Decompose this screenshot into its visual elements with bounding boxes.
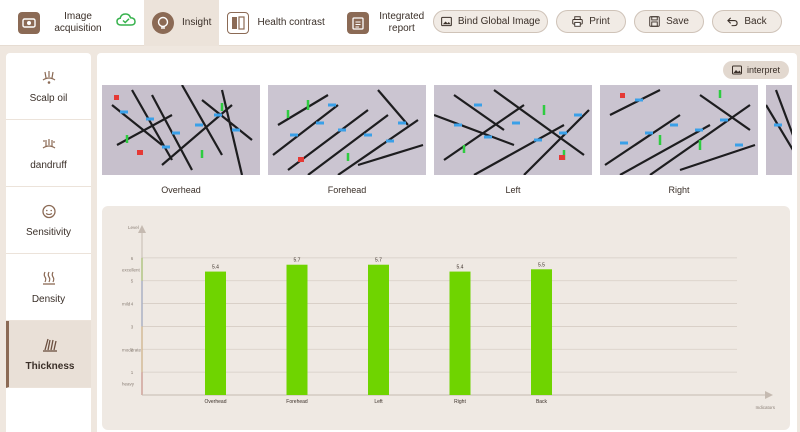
x-axis-title: Indicators xyxy=(755,405,775,410)
save-button[interactable]: Save xyxy=(634,10,704,33)
nav-insight[interactable]: Insight xyxy=(144,0,220,46)
scalp-oil-icon xyxy=(42,70,55,84)
y-axis-arrow xyxy=(138,225,146,233)
print-label: Print xyxy=(589,16,610,27)
bar-value-label: 5.5 xyxy=(538,262,545,268)
y-tick-label: 1 xyxy=(131,370,134,375)
sidebar-item-sensitivity[interactable]: Sensitivity xyxy=(6,187,91,254)
level-band-label: heavy xyxy=(122,382,135,387)
y-tick-label: 4 xyxy=(131,302,134,307)
printer-icon xyxy=(572,16,583,27)
x-tick-label: Right xyxy=(454,399,466,405)
interpret-label: interpret xyxy=(746,65,781,75)
bar xyxy=(205,271,226,395)
nav-image-acquisition[interactable]: Image acquisition xyxy=(0,0,116,46)
bind-global-image-button[interactable]: Bind Global Image xyxy=(433,10,548,33)
sidebar-item-label: Sensitivity xyxy=(25,226,71,238)
save-label: Save xyxy=(666,16,689,27)
insight-main-panel: interpret Overhead Forehead Left Right 1… xyxy=(97,53,797,432)
x-tick-label: Back xyxy=(536,399,548,405)
y-tick-label: 2 xyxy=(131,347,134,352)
insight-head-icon xyxy=(152,11,174,34)
photo-label: Forehead xyxy=(327,185,367,195)
bar xyxy=(286,264,308,395)
back-arrow-icon xyxy=(727,17,739,27)
report-clipboard-icon xyxy=(346,11,369,34)
bar-value-label: 5.7 xyxy=(375,258,382,264)
y-axis-title: Level xyxy=(128,225,139,230)
photo-label: Right xyxy=(668,185,690,195)
scalp-photo-back[interactable] xyxy=(766,85,792,175)
sidebar-item-density[interactable]: Density xyxy=(6,254,91,321)
bar-value-label: 5.4 xyxy=(212,265,219,271)
sidebar-item-scalp-oil[interactable]: Scalp oil xyxy=(6,53,91,120)
dandruff-icon xyxy=(42,138,55,149)
level-band-label: mild xyxy=(122,302,131,307)
thickness-bar-chart: 1 2 3 4 5 6 heavy moderate mild excellent Level Ind… xyxy=(122,225,776,410)
y-tick-label: 5 xyxy=(131,279,134,284)
nav-label: Insight xyxy=(182,16,212,28)
indicator-sidebar: Scalp oil dandruff Sensitivity Density T… xyxy=(6,53,91,432)
x-tick-label: Overhead xyxy=(205,399,227,405)
top-navigation-bar: Image acquisition Insight Health contras… xyxy=(0,0,800,46)
sidebar-item-thickness[interactable]: Thickness xyxy=(6,321,91,388)
back-label: Back xyxy=(744,16,767,27)
bar xyxy=(449,271,471,395)
image-icon xyxy=(440,16,452,27)
thickness-chart-card: 1 2 3 4 5 6 heavy moderate mild excellent Level Ind… xyxy=(102,206,790,430)
x-tick-label: Left xyxy=(374,399,383,405)
camera-scan-icon xyxy=(18,11,40,34)
sidebar-item-label: dandruff xyxy=(30,159,67,171)
print-button[interactable]: Print xyxy=(556,10,626,33)
x-tick-label: Forehead xyxy=(286,399,308,405)
bar xyxy=(368,264,389,395)
back-button[interactable]: Back xyxy=(712,10,782,33)
bar xyxy=(531,269,552,395)
bar-value-label: 5.4 xyxy=(457,265,464,271)
level-band-label: excellent xyxy=(122,267,141,272)
bind-global-image-label: Bind Global Image xyxy=(457,16,541,27)
interpret-button[interactable]: interpret xyxy=(723,61,789,79)
y-tick-label: 6 xyxy=(131,256,134,261)
image-icon xyxy=(731,65,742,75)
cloud-check-icon xyxy=(116,12,136,33)
save-icon xyxy=(649,16,660,27)
scalp-photo-strip xyxy=(102,85,792,175)
y-tick-label: 3 xyxy=(131,324,134,329)
level-band-label: moderate xyxy=(122,347,142,352)
photo-label: Left xyxy=(505,185,521,195)
nav-label: Health contrast xyxy=(257,16,325,28)
density-icon xyxy=(42,271,55,285)
sidebar-item-dandruff[interactable]: dandruff xyxy=(6,120,91,187)
nav-health-contrast[interactable]: Health contrast xyxy=(219,0,332,46)
sidebar-item-label: Thickness xyxy=(25,360,75,372)
nav-label: Image acquisition xyxy=(54,10,102,34)
sensitivity-face-icon xyxy=(41,204,56,218)
scalp-photo-forehead[interactable] xyxy=(268,85,426,175)
scalp-photo-overhead[interactable] xyxy=(102,85,260,175)
thickness-icon xyxy=(43,338,57,352)
nav-integrated-report[interactable]: Integrated report xyxy=(333,0,435,46)
scalp-photo-right[interactable] xyxy=(600,85,758,175)
bar-value-label: 5.7 xyxy=(294,258,301,264)
sidebar-item-label: Density xyxy=(31,293,66,305)
sidebar-item-label: Scalp oil xyxy=(29,92,68,104)
photo-label: Overhead xyxy=(161,185,201,195)
scalp-photo-left[interactable] xyxy=(434,85,592,175)
x-axis-arrow xyxy=(765,391,773,399)
compare-icon xyxy=(227,11,250,34)
nav-label: Integrated report xyxy=(379,10,425,34)
